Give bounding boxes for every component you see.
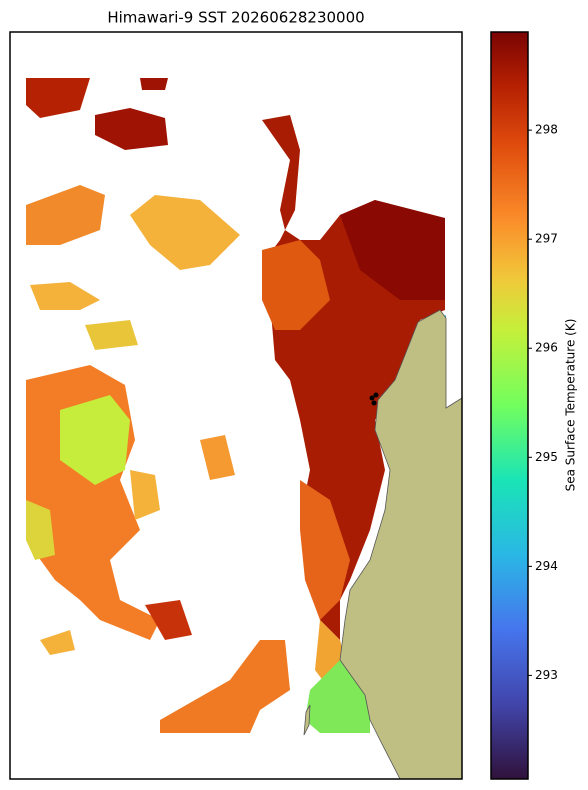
sst-region [140, 78, 168, 90]
sst-region [85, 320, 138, 350]
sst-region [26, 500, 55, 560]
sst-region [40, 630, 75, 655]
sst-region [145, 600, 192, 640]
colorbar-tick-label: 298 [535, 123, 558, 137]
colorbar-tick-label: 294 [535, 559, 558, 573]
map-title: Himawari-9 SST 20260628230000 [107, 9, 364, 27]
marker [369, 395, 375, 401]
colorbar-gradient [490, 31, 529, 780]
colorbar-tick-label: 296 [535, 341, 558, 355]
colorbar [490, 31, 529, 780]
colorbar-tick-label: 297 [535, 232, 558, 246]
land [303, 704, 311, 736]
sst-region [26, 185, 105, 245]
map-frame [9, 31, 463, 780]
sst-region [200, 435, 235, 480]
sst-region [160, 640, 290, 733]
colorbar-tick-label: 295 [535, 450, 558, 464]
colorbar-label: Sea Surface Temperature (K) [564, 319, 578, 492]
sst-region [340, 200, 445, 300]
sst-region [30, 282, 100, 310]
colorbar-tick-label: 293 [535, 668, 558, 682]
marker [371, 400, 377, 406]
sst-region [130, 470, 160, 520]
sst-region [130, 195, 240, 270]
sst-region [262, 240, 330, 330]
sst-region [300, 480, 350, 620]
marker [373, 392, 379, 398]
map [26, 78, 462, 779]
sst-region [26, 78, 90, 118]
land [339, 309, 462, 779]
sst-region [95, 108, 168, 150]
sst-region [60, 395, 130, 485]
